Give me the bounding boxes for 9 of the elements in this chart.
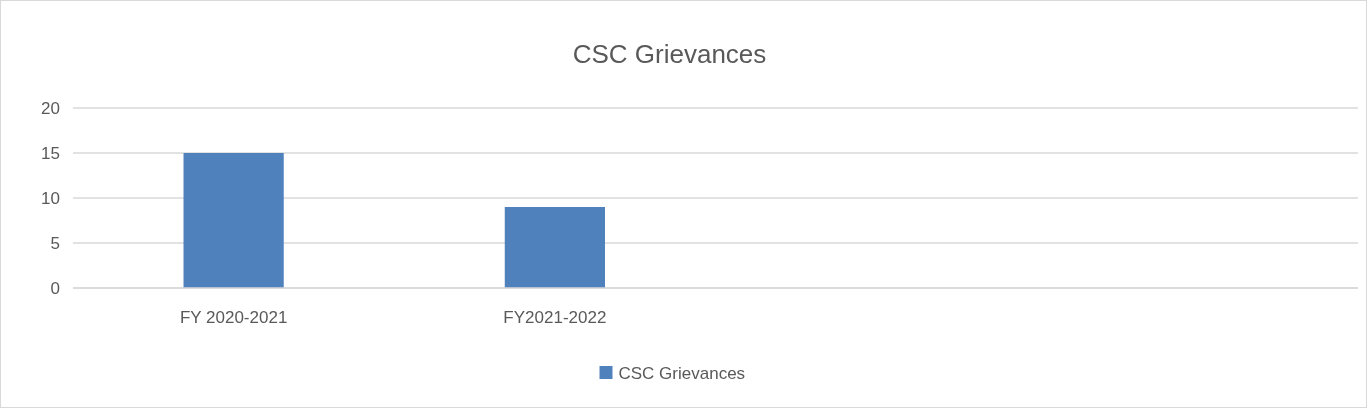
y-tick-label: 5	[50, 233, 60, 253]
y-tick-label: 0	[50, 278, 60, 298]
x-tick-label: FY 2020-2021	[179, 308, 288, 327]
y-tick-label: 10	[41, 188, 60, 208]
legend-label: CSC Grievances	[618, 363, 746, 383]
chart-title: CSC Grievances	[572, 39, 767, 69]
x-tick-label: FY2021-2022	[503, 308, 607, 327]
y-tick-label: 15	[41, 143, 60, 163]
y-tick-label: 20	[41, 98, 60, 118]
